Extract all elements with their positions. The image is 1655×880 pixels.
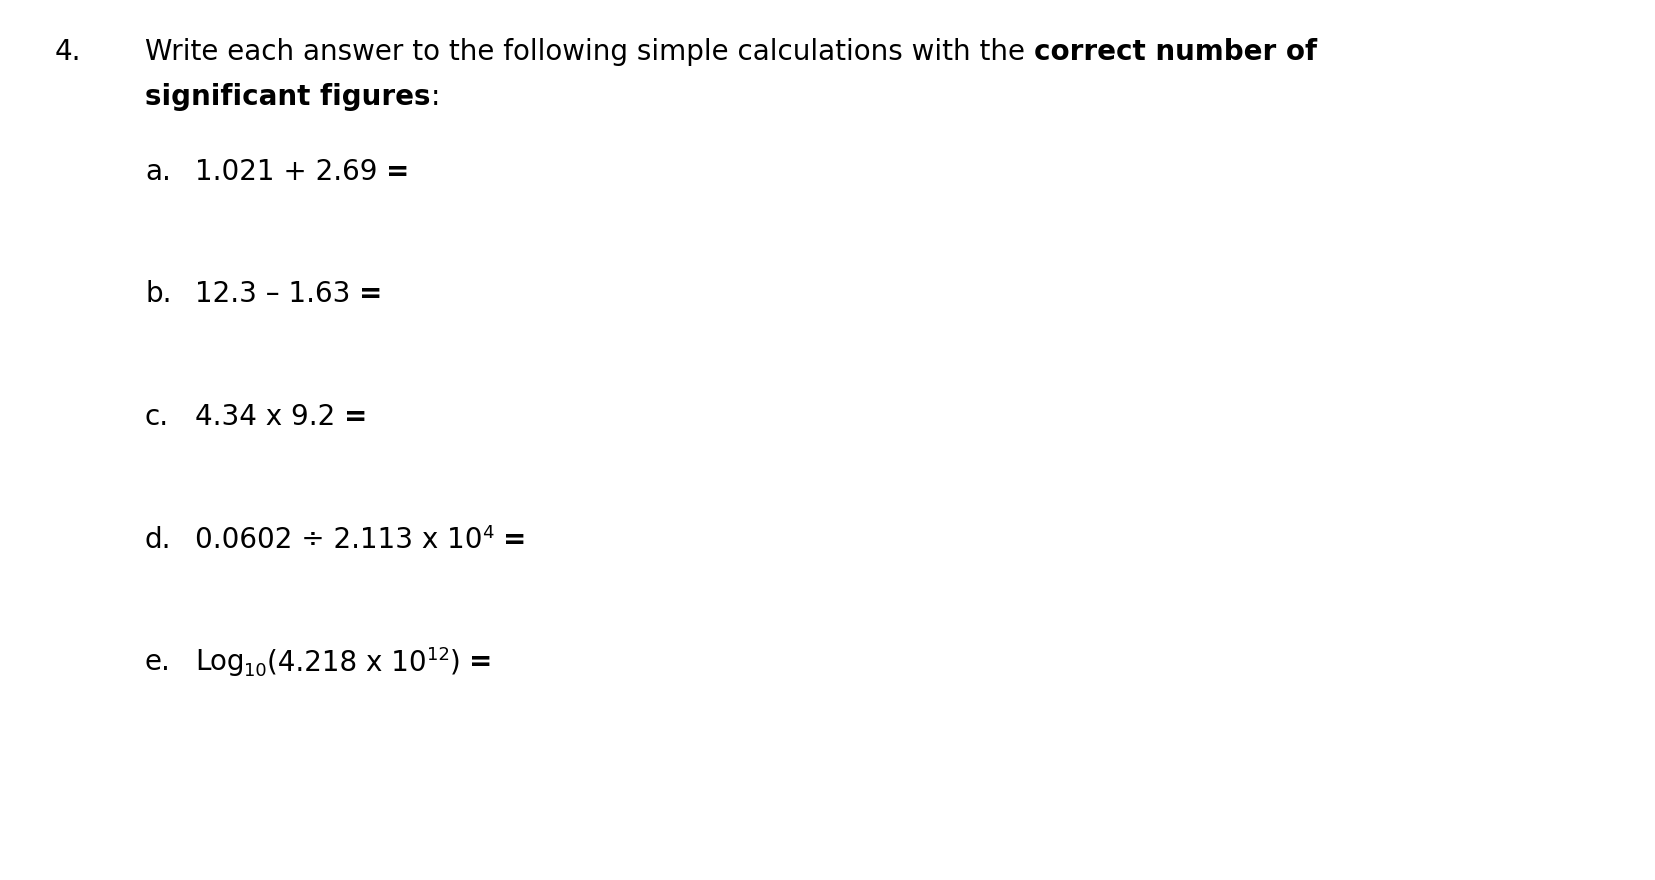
Text: =: =	[503, 526, 526, 554]
Text: correct number of: correct number of	[1033, 38, 1316, 66]
Text: 1.021 + 2.69: 1.021 + 2.69	[195, 158, 386, 186]
Text: 12: 12	[427, 646, 450, 664]
Text: a.: a.	[146, 158, 170, 186]
Text: 10: 10	[245, 662, 266, 680]
Text: 4: 4	[482, 524, 493, 542]
Text: c.: c.	[146, 403, 169, 431]
Text: e.: e.	[146, 648, 170, 676]
Text: b.: b.	[146, 280, 172, 308]
Text: Write each answer to the following simple calculations with the: Write each answer to the following simpl…	[146, 38, 1033, 66]
Text: 4.: 4.	[55, 38, 81, 66]
Text: 12.3 – 1.63: 12.3 – 1.63	[195, 280, 359, 308]
Text: 0.0602 ÷ 2.113 x 10: 0.0602 ÷ 2.113 x 10	[195, 526, 482, 554]
Text: ): )	[450, 648, 468, 676]
Text: significant figures: significant figures	[146, 83, 430, 111]
Text: d.: d.	[146, 526, 172, 554]
Text: (4.218 x 10: (4.218 x 10	[266, 648, 427, 676]
Text: 4.34 x 9.2: 4.34 x 9.2	[195, 403, 344, 431]
Text: Log: Log	[195, 648, 245, 676]
Text: =: =	[386, 158, 409, 186]
Text: =: =	[359, 280, 382, 308]
Text: =: =	[468, 648, 492, 676]
Text: :: :	[430, 83, 440, 111]
Text: =: =	[344, 403, 367, 431]
